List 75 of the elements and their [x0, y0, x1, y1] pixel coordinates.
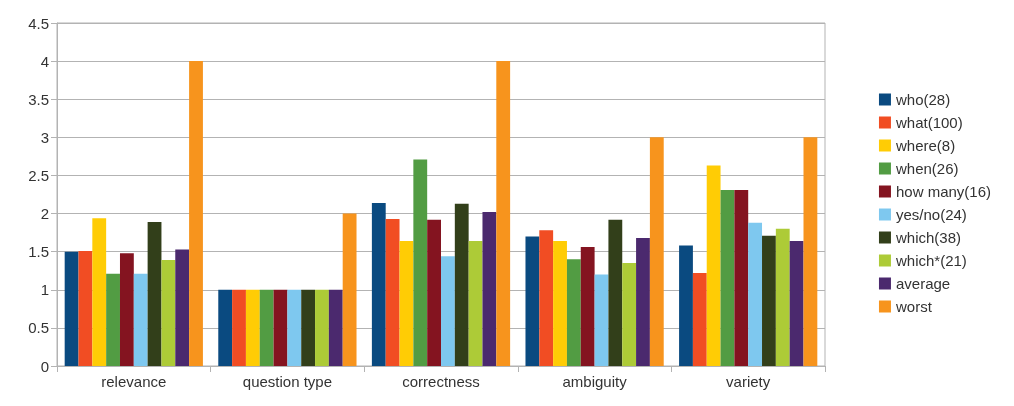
bar: [273, 289, 288, 366]
legend-label: how many(16): [895, 183, 992, 200]
bar: [399, 241, 414, 366]
bar: [385, 218, 400, 366]
bar: [133, 273, 148, 366]
bar: [553, 241, 567, 366]
bar: [342, 213, 357, 366]
bar: [580, 247, 595, 366]
bar: [706, 165, 721, 366]
y-tick-label: 0: [40, 357, 49, 375]
bar: [482, 212, 497, 366]
bar: [679, 245, 693, 366]
bar: [803, 137, 818, 366]
bar: [218, 289, 233, 366]
bar: [734, 189, 749, 366]
bar: [232, 289, 246, 366]
legend-label: who(28): [894, 91, 951, 108]
bar: [315, 289, 329, 366]
y-tick-label: 1: [40, 281, 49, 299]
bar: [692, 273, 707, 366]
bar: [539, 230, 554, 366]
bar: [92, 218, 107, 366]
bar: [608, 219, 623, 366]
legend-label: which(38): [894, 229, 961, 246]
legend-label: average: [895, 275, 951, 292]
y-tick-label: 4.5: [28, 14, 49, 32]
legend-label: yes/no(24): [895, 206, 967, 223]
bar: [189, 61, 203, 366]
x-tick-label: correctness: [402, 373, 480, 390]
bar: [427, 219, 441, 366]
bar: [649, 137, 664, 366]
bar: [636, 237, 650, 366]
x-tick-label: variety: [726, 373, 771, 390]
y-tick-label: 3: [40, 128, 49, 146]
x-tick-label: question type: [242, 373, 333, 390]
bar: [441, 256, 455, 366]
bar: [287, 289, 302, 366]
bar: [775, 228, 790, 366]
bar: [454, 203, 469, 366]
bar: [175, 249, 190, 366]
y-tick-label: 0.5: [28, 319, 49, 337]
y-tick-label: 1.5: [28, 243, 49, 261]
bar: [78, 250, 93, 366]
bar: [259, 289, 274, 366]
bar: [119, 253, 134, 366]
bar: [720, 189, 735, 366]
bar: [525, 236, 540, 366]
legend-label: which*(21): [894, 252, 967, 269]
x-tick-label: ambiguity: [562, 373, 628, 390]
bar: [748, 222, 763, 366]
bar: [789, 241, 804, 366]
bar: [622, 263, 637, 366]
bar: [468, 241, 483, 366]
legend-label: worst: [894, 298, 933, 315]
bar: [566, 259, 581, 366]
bar: [245, 289, 260, 366]
y-tick-label: 3.5: [28, 90, 49, 108]
bar: [301, 289, 316, 366]
bar: [64, 251, 79, 366]
x-tick-label: relevance: [101, 373, 167, 390]
bar: [328, 289, 343, 366]
y-tick-label: 2: [40, 205, 49, 223]
legend-label: where(8): [894, 137, 956, 154]
bar: [371, 202, 386, 366]
bar: [413, 159, 428, 366]
bar: [147, 221, 162, 366]
bar: [106, 273, 120, 366]
bar: [762, 235, 776, 366]
legend-label: what(100): [894, 114, 963, 131]
bar: [496, 61, 511, 366]
bar: [161, 260, 176, 366]
y-tick-label: 4: [40, 52, 49, 70]
legend-label: when(26): [894, 160, 959, 177]
bar: [594, 274, 609, 366]
y-tick-label: 2.5: [28, 166, 49, 184]
